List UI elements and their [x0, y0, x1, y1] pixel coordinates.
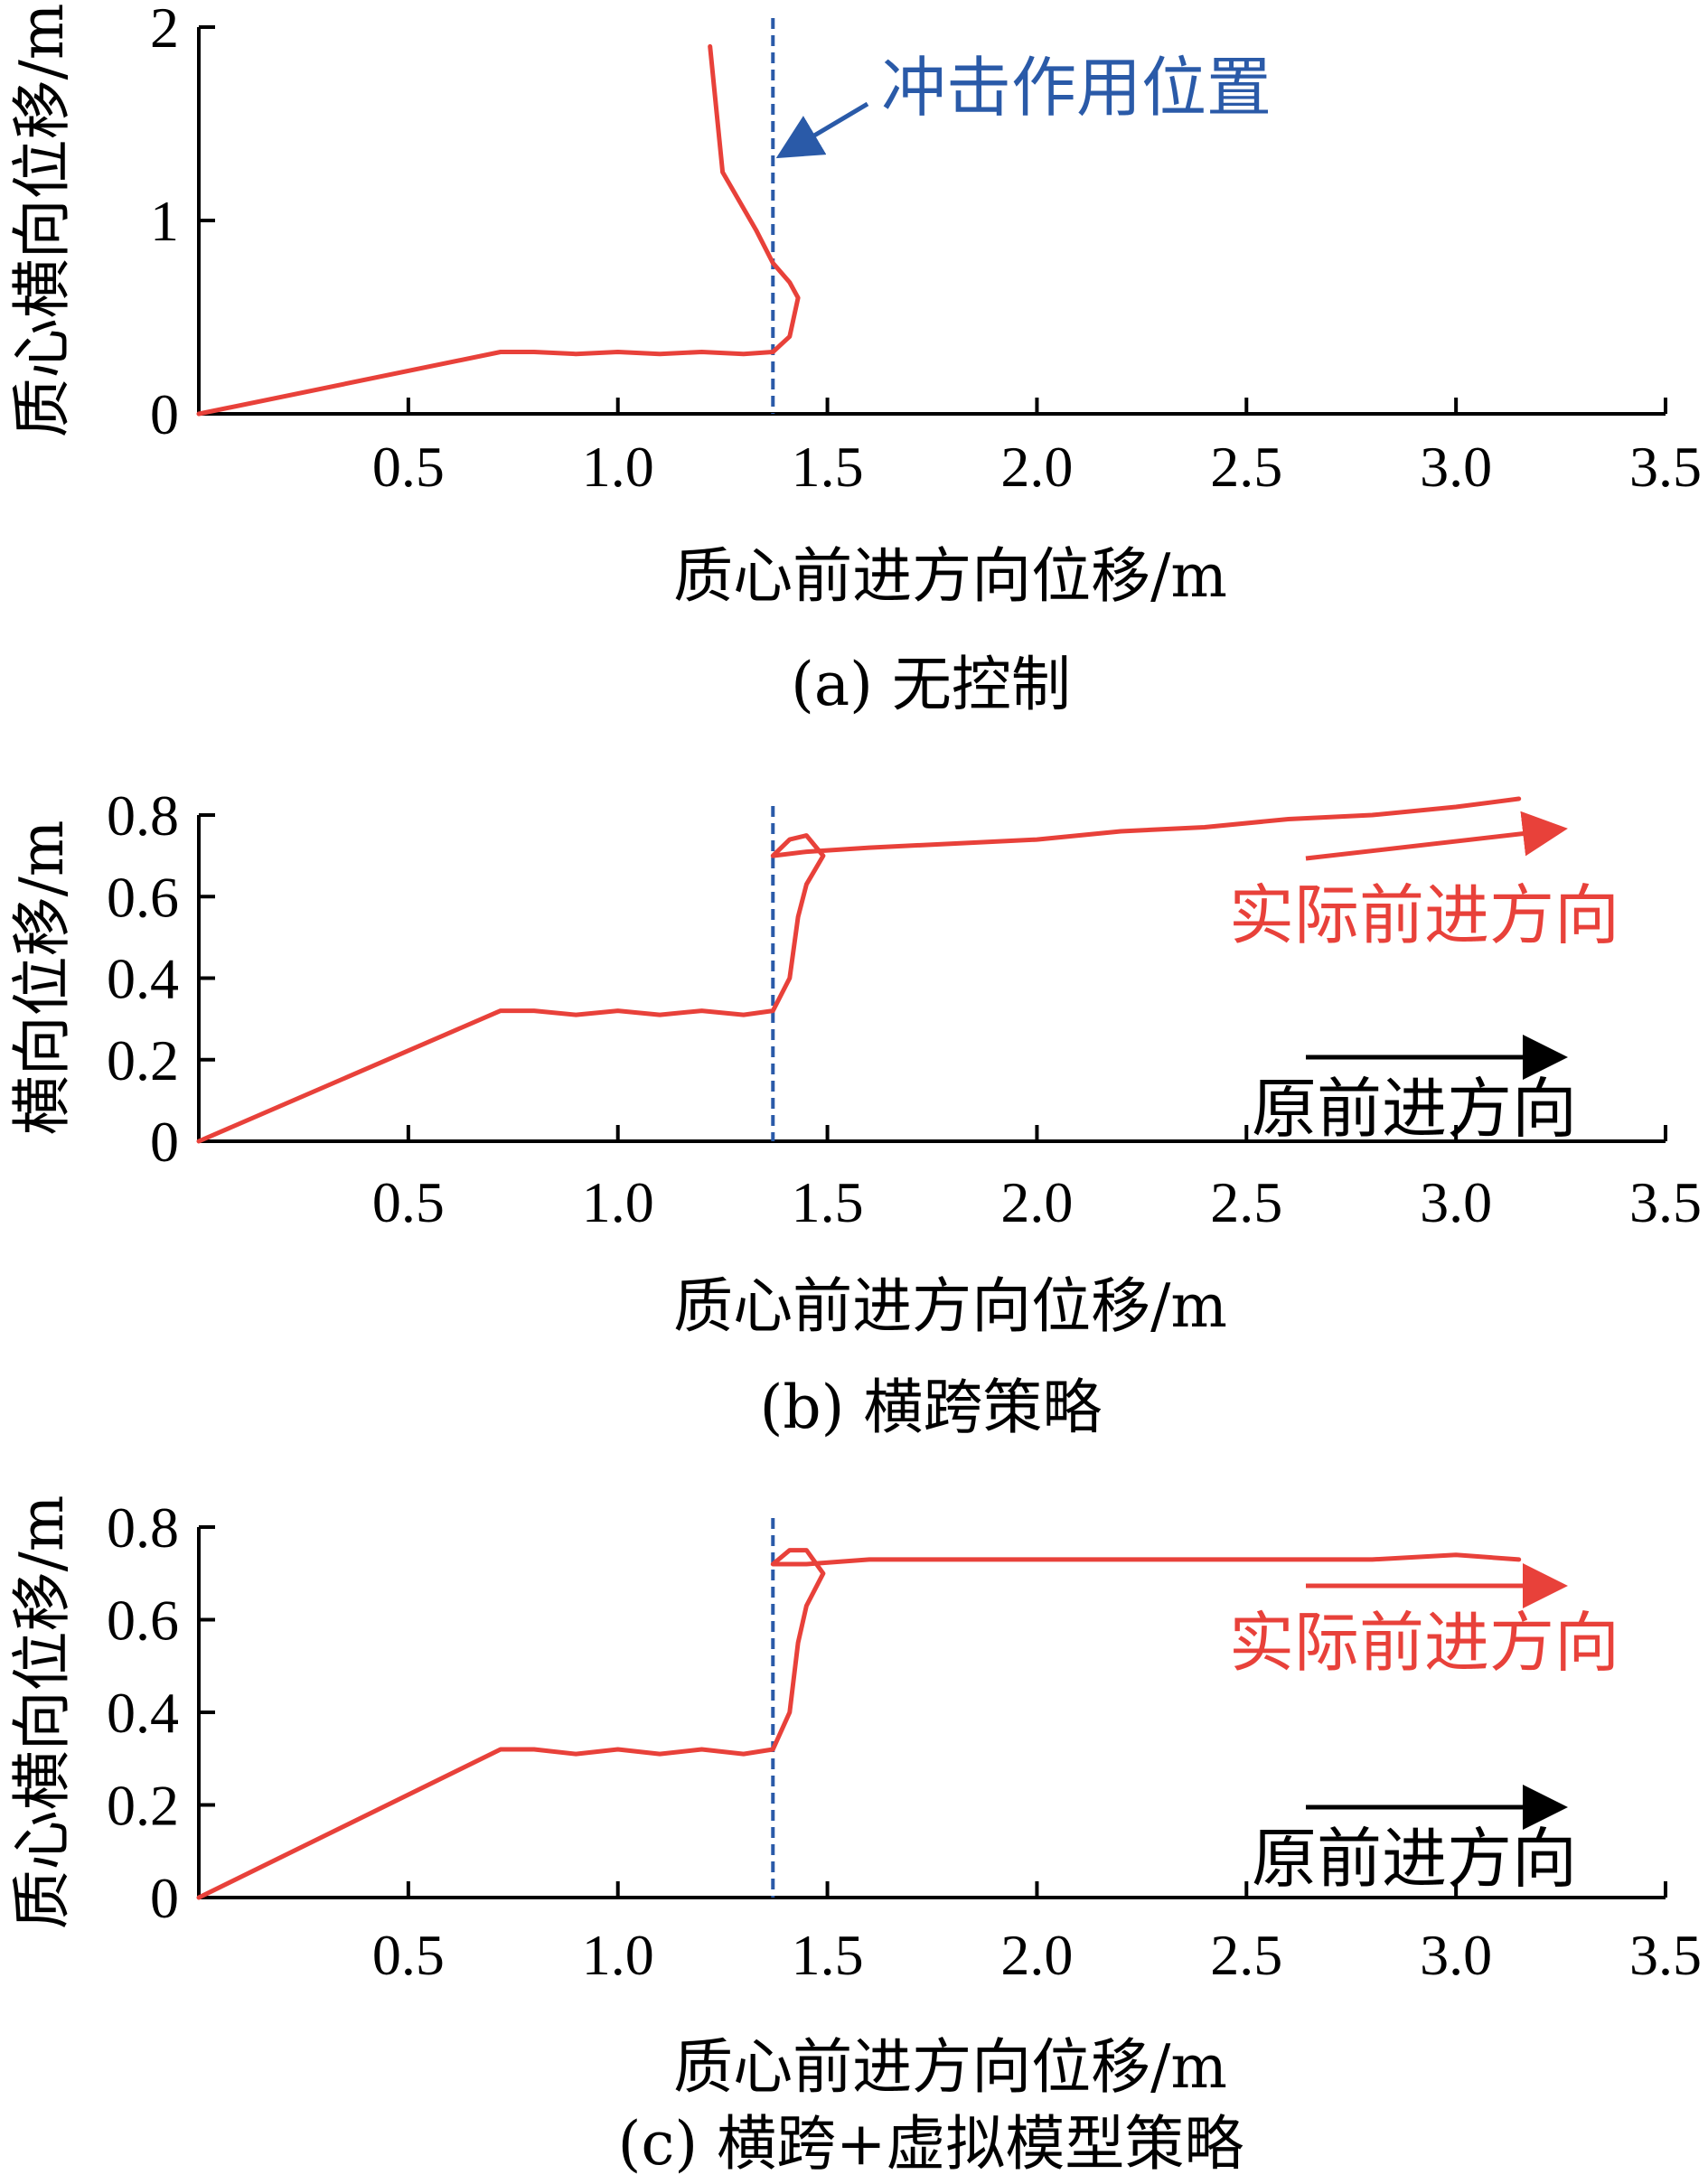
- x-tick-label: 2.0: [1000, 435, 1073, 499]
- x-tick-label: 3.0: [1420, 435, 1492, 499]
- x-tick-label: 1.5: [792, 1170, 864, 1234]
- y-tick-label: 0: [150, 382, 179, 446]
- x-tick-label: 2.5: [1210, 1170, 1282, 1234]
- y-tick-label: 0: [150, 1866, 179, 1930]
- actual-direction-label: 实际前进方向: [1229, 1605, 1619, 1681]
- x-tick-label: 1.0: [582, 1923, 654, 1987]
- x-tick-label: 2.0: [1000, 1170, 1073, 1234]
- actual-direction-arrow: [1305, 811, 1568, 861]
- actual-direction-label: 实际前进方向: [1229, 877, 1619, 953]
- chart-panel-0: 0.5 1.0 1.5 2.0 2.5 3.0 3.5 0 1 2 质心横向位移/m 质心前进方向位移…: [7, 0, 1702, 719]
- trajectory-line: [196, 1548, 1522, 1900]
- trajectory-line: [196, 43, 801, 417]
- x-tick-label: 3.5: [1629, 1170, 1702, 1234]
- panel-caption: (a) 无控制: [791, 650, 1071, 719]
- x-axis-label: 质心前进方向位移/m: [673, 2032, 1227, 2102]
- panel-caption: (b) 横跨策略: [760, 1373, 1103, 1442]
- impact-arrow: [775, 101, 869, 159]
- y-tick-label: 2: [150, 0, 179, 60]
- impact-label: 冲击作用位置: [881, 50, 1272, 126]
- y-tick-label: 0.4: [107, 1681, 179, 1745]
- x-tick-label: 1.5: [792, 435, 864, 499]
- y-tick-label: 0.6: [107, 1589, 179, 1653]
- original-direction-label: 原前进方向: [1252, 1071, 1577, 1147]
- y-tick-label: 0.4: [107, 947, 179, 1011]
- x-tick-label: 3.0: [1420, 1923, 1492, 1987]
- y-tick-label: 0.8: [107, 783, 179, 848]
- y-tick-label: 0.6: [107, 865, 179, 929]
- x-tick-label: 3.5: [1629, 435, 1702, 499]
- x-tick-label: 3.0: [1420, 1170, 1492, 1234]
- panel-caption: (c) 横跨+虚拟模型策略: [618, 2109, 1244, 2179]
- x-tick-label: 1.5: [792, 1923, 864, 1987]
- y-axis-label: 质心横向位移/m: [7, 1495, 77, 1930]
- x-tick-label: 1.0: [582, 1170, 654, 1234]
- y-axis-label: 横向位移/m: [7, 820, 77, 1136]
- x-axis-label: 质心前进方向位移/m: [673, 1271, 1227, 1341]
- y-tick-label: 1: [150, 189, 179, 253]
- y-tick-label: 0.8: [107, 1495, 179, 1560]
- x-tick-label: 0.5: [372, 1170, 445, 1234]
- x-tick-label: 2.5: [1210, 435, 1282, 499]
- chart-panel-2: 0.5 1.0 1.5 2.0 2.5 3.0 3.5 0 0.2 0.4 0.6 0.8 质心横向位移…: [7, 1495, 1702, 2179]
- x-tick-label: 3.5: [1629, 1923, 1702, 1987]
- x-tick-label: 2.0: [1000, 1923, 1073, 1987]
- x-axis-label: 质心前进方向位移/m: [673, 541, 1227, 611]
- y-tick-label: 0.2: [107, 1028, 179, 1092]
- x-tick-label: 1.0: [582, 435, 654, 499]
- y-tick-label: 0.2: [107, 1774, 179, 1838]
- x-tick-label: 2.5: [1210, 1923, 1282, 1987]
- y-tick-label: 0: [150, 1110, 179, 1174]
- y-axis-label: 质心横向位移/m: [7, 4, 77, 438]
- trajectory-line: [196, 796, 1522, 1144]
- x-tick-label: 0.5: [372, 435, 445, 499]
- original-direction-label: 原前进方向: [1252, 1821, 1577, 1897]
- chart-panel-1: 0.5 1.0 1.5 2.0 2.5 3.0 3.5 0 0.2 0.4 0.6 0.8 横向位移/m…: [7, 783, 1702, 1442]
- x-tick-label: 0.5: [372, 1923, 445, 1987]
